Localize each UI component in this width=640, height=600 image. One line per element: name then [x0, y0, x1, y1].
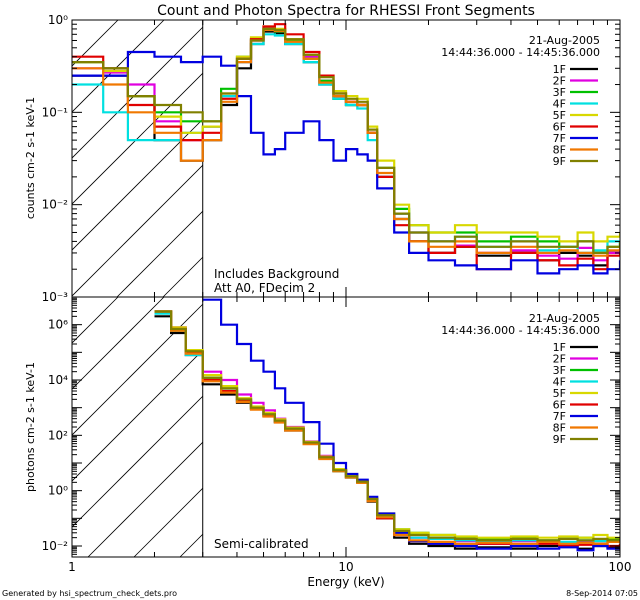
legend-label-2F: 2F — [553, 75, 566, 88]
bottom-annotation-semi-calibrated: Semi-calibrated — [214, 537, 309, 551]
footer-timestamp: 8-Sep-2014 07:05 — [566, 589, 638, 598]
bottom-axes: 1 10 100 10⁶ 10⁴ 10² 10⁰ 10⁻² — [42, 296, 632, 574]
legend-label-5F: 5F — [553, 109, 566, 122]
legend-label-2F: 2F — [553, 353, 566, 366]
legend-label-3F: 3F — [553, 364, 566, 377]
series-line-7F — [72, 50, 620, 275]
legend-label-6F: 6F — [553, 121, 566, 134]
legend-label-8F: 8F — [553, 144, 566, 157]
legend-label-4F: 4F — [553, 98, 566, 111]
y-tick-label: 10⁻² — [42, 198, 69, 212]
series-line-9F — [154, 310, 620, 542]
y-tick-label: 10⁻³ — [42, 290, 69, 304]
y-tick-label: 10² — [48, 428, 68, 442]
hatch-mask — [202, 297, 620, 557]
y-tick-label: 10⁰ — [48, 13, 68, 27]
legend-label-3F: 3F — [553, 86, 566, 99]
bottom-date: 21-Aug-2005 — [529, 312, 600, 325]
x-axis-label: Energy (keV) — [307, 575, 384, 589]
y-tick-label: 10⁻² — [42, 539, 69, 553]
bottom-time-range: 14:44:36.000 - 14:45:36.000 — [441, 324, 600, 337]
series-line-8F — [72, 28, 620, 257]
top-annotation-background: Includes Background — [214, 267, 339, 281]
y-tick-label: 10⁰ — [48, 484, 68, 498]
x-tick-label: 100 — [609, 560, 632, 574]
excluded-region-hatch-line — [72, 297, 165, 390]
legend-label-9F: 9F — [553, 155, 566, 168]
x-tick-label: 1 — [68, 560, 76, 574]
legend-label-7F: 7F — [553, 410, 566, 423]
footer-generated-by: Generated by hsi_spectrum_check_dets.pro — [2, 589, 177, 598]
bottom-lines — [154, 298, 620, 552]
top-y-axis-label: counts cm-2 s-1 keV-1 — [24, 97, 37, 219]
legend-label-1F: 1F — [553, 341, 566, 354]
top-lines — [72, 23, 620, 275]
top-axes: 10⁰ 10⁻¹ 10⁻² 10⁻³ — [42, 13, 621, 304]
series-line-9F — [72, 27, 620, 254]
series-line-7F — [202, 298, 620, 552]
y-tick-label: 10⁻¹ — [42, 105, 69, 119]
legend-label-7F: 7F — [553, 132, 566, 145]
y-tick-label: 10⁶ — [48, 318, 68, 332]
top-annotation-attenuator: Att A0, FDecim 2 — [214, 281, 315, 295]
top-date: 21-Aug-2005 — [529, 34, 600, 47]
excluded-region-hatch-line — [72, 297, 211, 436]
x-tick-label: 10 — [338, 560, 353, 574]
legend-label-4F: 4F — [553, 376, 566, 389]
excluded-region-hatch-line — [72, 297, 119, 344]
legend-label-1F: 1F — [553, 63, 566, 76]
legend-label-5F: 5F — [553, 387, 566, 400]
top-panel: 10⁰ 10⁻¹ 10⁻² 10⁻³ counts cm-2 s-1 keV-1 21… — [24, 13, 621, 304]
bottom-panel: 1 10 100 10⁶ 10⁴ 10² 10⁰ 10⁻² photons cm-2 s-1 … — [24, 296, 632, 589]
legend-label-8F: 8F — [553, 422, 566, 435]
top-time-range: 14:44:36.000 - 14:45:36.000 — [441, 46, 600, 59]
bottom-y-axis-label: photons cm-2 s-1 keV-1 — [24, 362, 37, 492]
legend-label-9F: 9F — [553, 433, 566, 446]
excluded-region-hatch-line — [72, 20, 211, 159]
bottom-hatch — [72, 297, 620, 557]
figure-title: Count and Photon Spectra for RHESSI Fron… — [157, 3, 535, 19]
y-tick-label: 10⁴ — [48, 373, 68, 387]
excluded-region-hatch-line — [72, 20, 165, 113]
legend-label-6F: 6F — [553, 399, 566, 412]
